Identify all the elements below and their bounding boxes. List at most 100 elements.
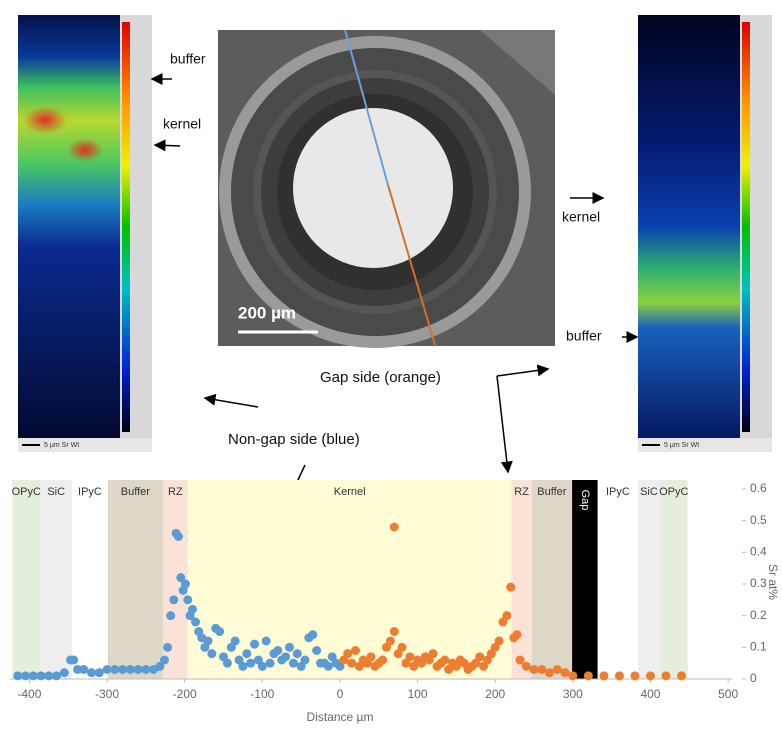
data-point [258,662,267,671]
region [532,480,572,679]
data-point [266,659,275,668]
x-tick-label: 400 [640,687,660,701]
data-point [273,646,282,655]
x-tick-label: -100 [250,687,274,701]
data-point [502,611,511,620]
y-tick-label: 0.3 [750,576,767,590]
data-point [390,523,399,532]
data-point [223,659,232,668]
hot-spot [23,106,67,134]
arrow [497,369,548,376]
data-point [238,662,247,671]
y-tick-label: 0.4 [750,545,767,559]
data-point [29,671,38,680]
label: kernel [562,209,600,225]
data-point [281,652,290,661]
region [512,480,532,679]
data-point [545,668,554,677]
arrow [155,145,180,146]
figure: 5 µm Sr Wt buffer kernel 200 µm 5 µm Sr … [0,0,782,732]
data-point [262,637,271,646]
data-point [246,659,255,668]
data-point [118,665,127,674]
data-point [110,665,119,674]
y-tick-label: 0 [750,671,757,685]
data-point [103,665,112,674]
callout: Non-gap side (blue) [228,431,360,448]
callout: Gap side (orange) [320,369,441,386]
data-point [677,671,686,680]
data-point [522,662,531,671]
data-point [207,649,216,658]
colorbar [742,22,750,432]
region-label: RZ [168,486,183,498]
region-label: Buffer [537,486,566,498]
scale-label: 5 µm Sr Wt [664,442,699,449]
data-point [163,643,172,652]
sem-image: 200 µm [218,30,555,346]
data-point [429,649,438,658]
data-point [568,671,577,680]
data-point [662,671,671,680]
region-label: SiC [640,486,658,498]
x-tick-label: 0 [337,687,344,701]
data-point [231,637,240,646]
data-point [367,652,376,661]
data-point [351,646,360,655]
region [638,480,660,679]
data-point [242,649,251,658]
data-point [343,649,352,658]
right-map: 5 µm Sr Wt [638,15,772,452]
data-point [293,649,302,658]
data-point [615,671,624,680]
data-point [398,643,407,652]
data-point [386,637,395,646]
y-tick-label: 0.1 [750,640,767,654]
data-point [52,671,61,680]
data-point [599,671,608,680]
data-point [312,646,321,655]
data-point [13,671,22,680]
left-map: 5 µm Sr Wt [18,15,152,452]
region-label: IPyC [78,486,102,498]
data-point [289,659,298,668]
x-tick-label: 500 [718,687,738,701]
data-point [69,656,78,665]
y-tick-label: 0.5 [750,513,767,527]
data-point [475,652,484,661]
region-label: SiC [47,486,65,498]
data-point [141,665,150,674]
y-axis-label: Sr at% [766,564,780,600]
data-point [301,656,310,665]
data-point [440,656,449,665]
y-tick-label: 0.2 [750,608,767,622]
region [188,480,512,679]
label: kernel [163,116,201,132]
data-point [183,595,192,604]
scale-label: 200 µm [238,303,296,322]
y-tick-label: 0.6 [750,481,767,495]
region-label: IPyC [606,486,630,498]
colorbar [122,22,130,432]
data-point [60,668,69,677]
data-point [561,668,570,677]
data-point [166,611,175,620]
region-label: Kernel [334,486,366,498]
data-point [646,671,655,680]
data-point [79,665,88,674]
region [598,480,638,679]
data-point [203,637,212,646]
data-point [169,595,178,604]
data-point [405,652,414,661]
data-point [630,671,639,680]
data-point [390,627,399,636]
data-point [188,605,197,614]
x-tick-label: -400 [17,687,41,701]
data-point [553,665,562,674]
region-label: RZ [514,486,529,498]
data-point [584,671,593,680]
arrow [497,376,508,472]
region-label: Buffer [121,486,150,498]
region [40,480,72,679]
